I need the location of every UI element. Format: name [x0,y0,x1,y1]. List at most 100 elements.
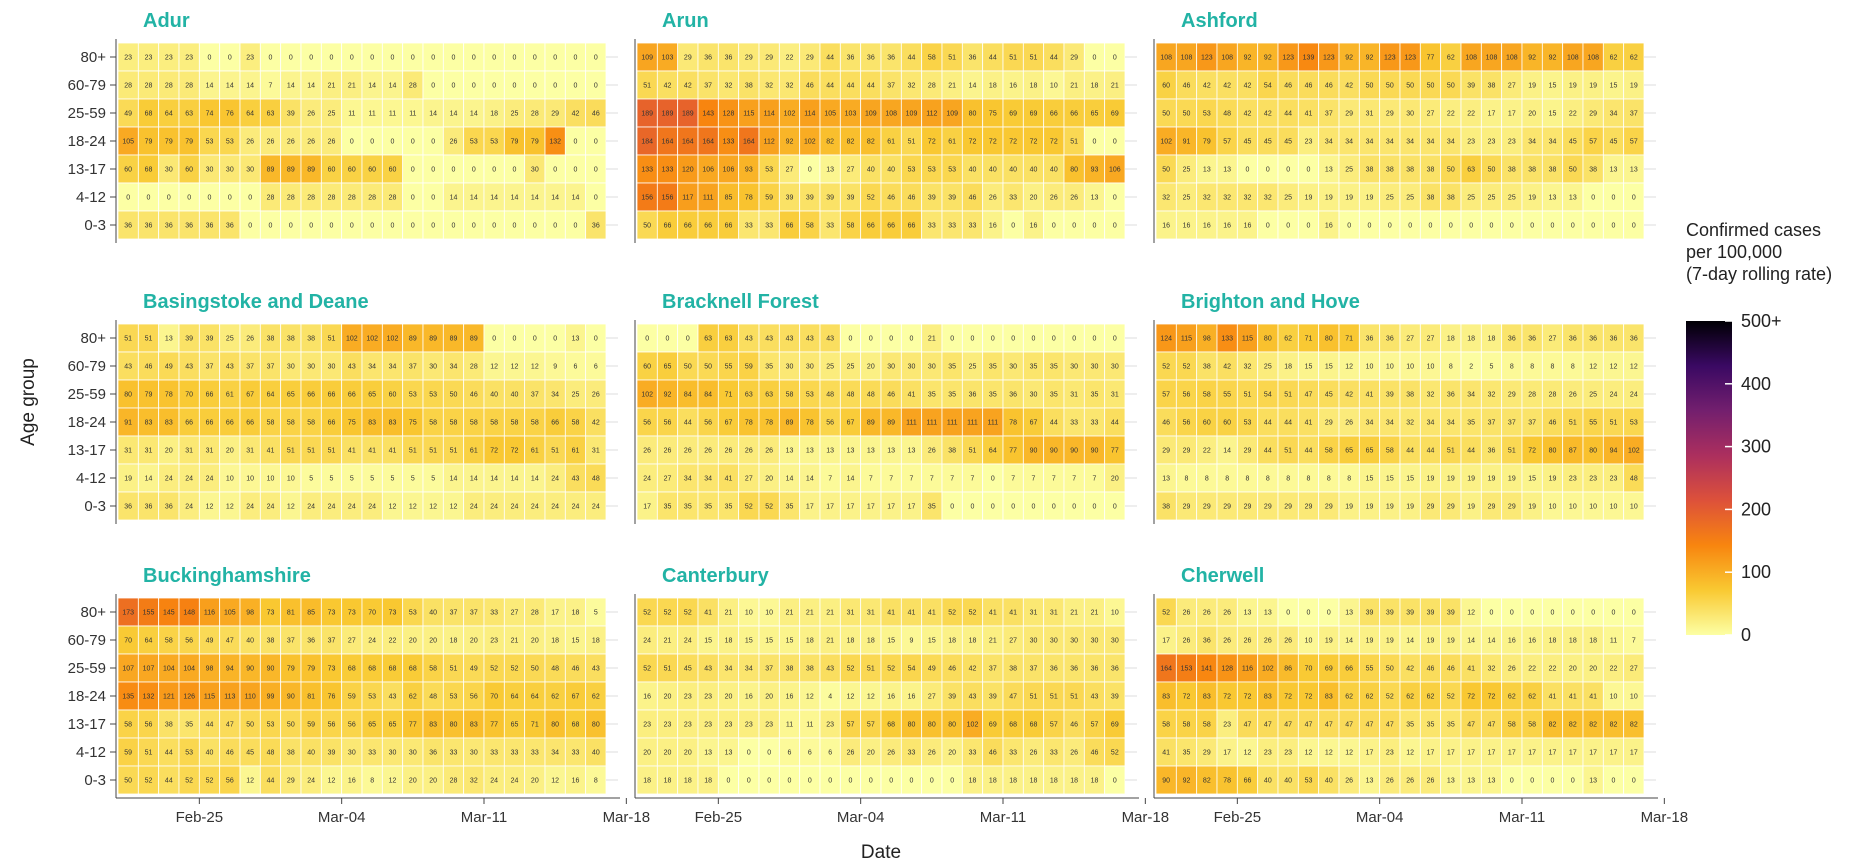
cell-value-label: 14 [368,83,376,90]
cell-value-label: 19 [1366,638,1374,645]
cell-value-label: 45 [1610,139,1618,146]
cell-value-label: 5 [330,476,334,483]
cell-value-label: 38 [1203,364,1211,371]
cell-value-label: 15 [1406,476,1414,483]
cell-value-label: 27 [1009,638,1017,645]
cell-value-label: 111 [927,420,938,427]
cell-value-label: 0 [1530,610,1534,617]
cell-value-label: 0 [452,223,456,230]
cell-value-label: 79 [145,392,153,399]
cell-value-label: 52 [969,610,977,617]
cell-value-label: 45 [1264,139,1272,146]
cell-value-label: 16 [786,694,794,701]
cell-value-label: 30 [887,364,895,371]
cell-value-label: 34 [450,364,458,371]
cell-value-label: 37 [450,610,458,617]
cell-value-label: 58 [1386,448,1394,455]
cell-value-label: 173 [122,610,134,617]
cell-value-label: 18 [847,638,855,645]
cell-value-label: 0 [330,223,334,230]
cell-value-label: 50 [684,364,692,371]
cell-value-label: 34 [1610,111,1618,118]
cell-value-label: 12 [389,778,397,785]
cell-value-label: 27 [1427,336,1435,343]
cell-value-label: 60 [1203,420,1211,427]
cell-value-label: 75 [409,420,417,427]
cell-value-label: 51 [1447,448,1455,455]
cell-value-label: 90 [1070,448,1078,455]
cell-value-label: 0 [1286,223,1290,230]
cell-value-label: 14 [1345,638,1353,645]
cell-value-label: 23 [826,722,834,729]
cell-value-label: 37 [287,638,295,645]
cell-value-label: 89 [887,420,895,427]
cell-value-label: 17 [1162,638,1170,645]
cell-value-label: 17 [1488,750,1496,757]
cell-value-label: 90 [1030,448,1038,455]
cell-value-label: 14 [1223,448,1231,455]
cell-value-label: 42 [1203,83,1211,90]
cell-value-label: 63 [1467,167,1475,174]
cell-value-label: 13 [786,448,794,455]
cell-value-label: 42 [1345,83,1353,90]
cell-value-label: 24 [185,476,193,483]
cell-value-label: 36 [847,55,855,62]
cell-value-label: 25 [1406,195,1414,202]
cell-value-label: 66 [786,223,794,230]
cell-value-label: 18 [551,638,559,645]
cell-value-label: 62 [409,694,417,701]
cell-value-label: 8 [1205,476,1209,483]
cell-value-label: 35 [948,364,956,371]
cell-value-label: 12 [328,778,336,785]
cell-value-label: 41 [989,610,997,617]
y-tick-label: 80+ [81,49,107,66]
panel-title: Arun [662,10,709,32]
cell-value-label: 52 [643,666,651,673]
cell-value-label: 34 [1386,139,1394,146]
cell-value-label: 0 [869,336,873,343]
cell-value-label: 60 [389,167,397,174]
cell-value-label: 22 [1569,111,1577,118]
cell-value-label: 65 [368,392,376,399]
cell-value-label: 0 [889,778,893,785]
cell-value-label: 20 [429,778,437,785]
cell-value-label: 24 [531,504,539,511]
cell-value-label: 19 [124,476,132,483]
cell-value-label: 63 [267,111,275,118]
cell-value-label: 18 [1030,83,1038,90]
cell-value-label: 0 [889,336,893,343]
cell-value-label: 116 [1242,666,1253,673]
cell-value-label: 15 [1325,364,1333,371]
cell-value-label: 44 [684,420,692,427]
cell-value-label: 35 [989,392,997,399]
cell-value-label: 24 [511,504,519,511]
cell-value-label: 114 [764,111,775,118]
cell-value-label: 7 [828,476,832,483]
cell-value-label: 56 [226,778,234,785]
cell-value-label: 0 [747,778,751,785]
cell-value-label: 108 [1465,55,1477,62]
cell-value-label: 23 [664,722,672,729]
legend-title-line-3: (7-day rolling rate) [1686,264,1832,284]
cell-value-label: 0 [1093,139,1097,146]
cell-value-label: 18 [989,83,997,90]
cell-value-label: 53 [1244,420,1252,427]
y-tick-label: 25-59 [68,386,106,403]
cell-value-label: 21 [948,83,956,90]
cell-value-label: 61 [948,139,956,146]
cell-value-label: 89 [287,167,295,174]
cell-value-label: 20 [725,694,733,701]
cell-value-label: 13 [1162,476,1170,483]
cell-value-label: 27 [348,638,356,645]
cell-value-label: 8 [1307,476,1311,483]
cell-value-label: 56 [1183,420,1191,427]
cell-value-label: 103 [662,55,674,62]
cell-value-label: 15 [887,638,895,645]
cell-value-label: 20 [409,638,417,645]
cell-value-label: 62 [551,694,559,701]
cell-value-label: 78 [765,420,773,427]
cell-value-label: 5 [309,476,313,483]
cell-value-label: 51 [1284,392,1292,399]
cell-value-label: 29 [1508,392,1516,399]
cell-value-label: 44 [1050,420,1058,427]
